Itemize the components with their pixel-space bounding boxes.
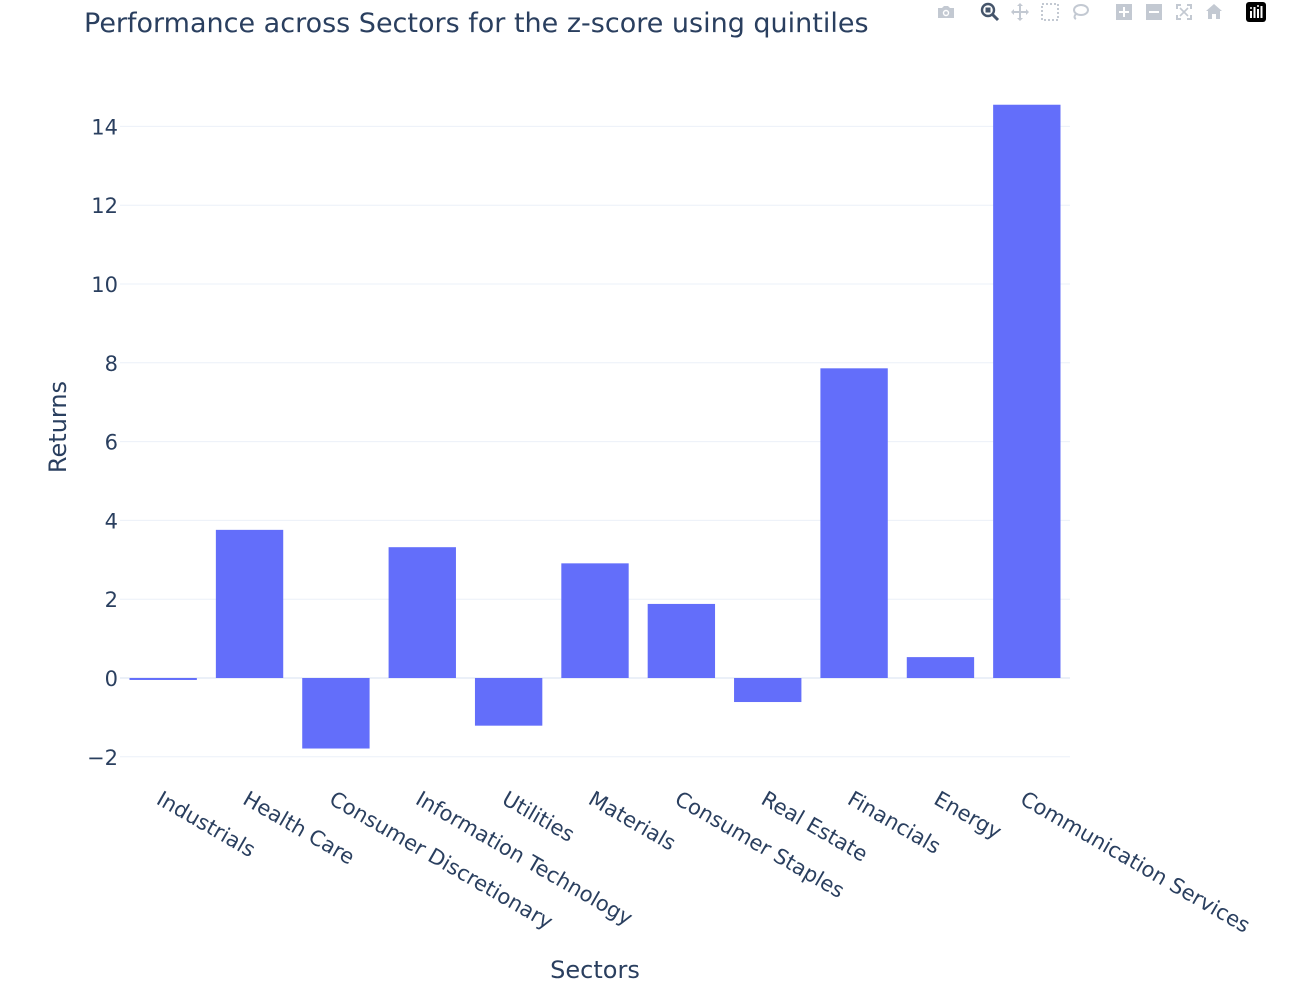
y-tick-label: 0 <box>105 667 118 691</box>
modebar <box>917 0 1267 24</box>
modebar-group-zoom <box>1109 1 1229 23</box>
bar[interactable] <box>388 547 456 678</box>
y-tick-label: 4 <box>105 509 118 533</box>
bar[interactable] <box>993 104 1061 679</box>
y-tick-label: 2 <box>105 588 118 612</box>
bar[interactable] <box>734 678 802 703</box>
bar-layer[interactable] <box>129 104 1061 749</box>
x-tick-label: Materials <box>585 787 680 856</box>
y-tick-label: 12 <box>91 194 118 218</box>
zoom-out-icon[interactable] <box>1143 1 1165 23</box>
zoom-in-icon[interactable] <box>1113 1 1135 23</box>
lasso-select-icon[interactable] <box>1069 1 1091 23</box>
modebar-group-drag <box>975 1 1095 23</box>
bar[interactable] <box>129 678 197 680</box>
y-tick-labels: −2 0 2 4 6 8 10 12 14 <box>87 115 118 769</box>
camera-icon[interactable] <box>935 1 957 23</box>
bar[interactable] <box>647 603 716 678</box>
y-axis-title: Returns <box>44 381 72 473</box>
chart-title: Performance across Sectors for the z-sco… <box>84 8 869 39</box>
modebar-group-export <box>931 1 961 23</box>
y-tick-label: 10 <box>91 273 118 297</box>
bar[interactable] <box>561 563 629 678</box>
pan-icon[interactable] <box>1009 1 1031 23</box>
plotly-logo-icon[interactable] <box>1245 1 1267 23</box>
autoscale-icon[interactable] <box>1173 1 1195 23</box>
x-axis-title: Sectors <box>550 956 640 984</box>
box-select-icon[interactable] <box>1039 1 1061 23</box>
bar[interactable] <box>820 368 888 678</box>
x-tick-label: Communication Services <box>1016 787 1254 938</box>
y-tick-label: 8 <box>105 352 118 376</box>
y-tick-label: 6 <box>105 431 118 455</box>
bar[interactable] <box>474 678 543 726</box>
reset-axes-icon[interactable] <box>1203 1 1225 23</box>
y-tick-label: 14 <box>91 115 118 139</box>
zoom-icon[interactable] <box>979 1 1001 23</box>
bar[interactable] <box>302 678 370 749</box>
bar[interactable] <box>215 529 284 678</box>
bar[interactable] <box>906 657 975 678</box>
y-tick-label: −2 <box>87 746 118 770</box>
